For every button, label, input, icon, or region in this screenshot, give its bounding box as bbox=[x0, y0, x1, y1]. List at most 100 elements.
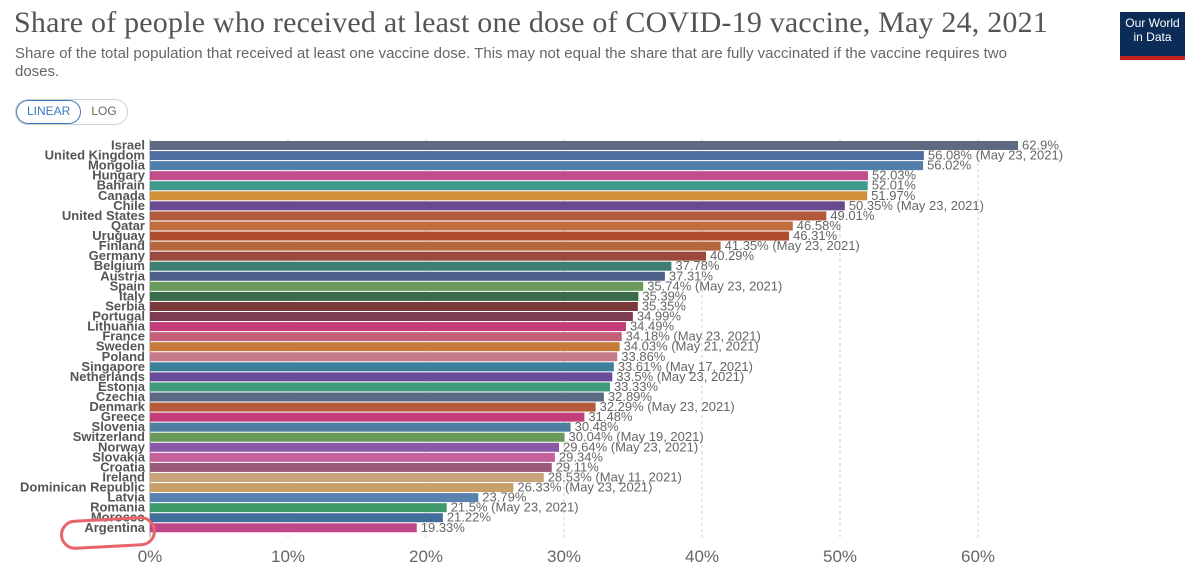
bar bbox=[150, 261, 672, 271]
country-label: Austria bbox=[100, 268, 146, 283]
bar bbox=[150, 503, 447, 513]
bar bbox=[150, 191, 868, 201]
country-label: Switzerland bbox=[73, 429, 145, 444]
bar bbox=[150, 352, 618, 362]
value-label: 30.04% (May 19, 2021) bbox=[569, 429, 704, 444]
bar bbox=[150, 291, 639, 301]
argentina-highlight-circle bbox=[59, 515, 157, 551]
value-label: 50.35% (May 23, 2021) bbox=[849, 198, 984, 213]
country-label: Germany bbox=[89, 248, 146, 263]
country-label: Poland bbox=[102, 349, 145, 364]
country-label: Uruguay bbox=[92, 228, 146, 243]
bar bbox=[150, 342, 620, 352]
value-label: 37.31% bbox=[669, 268, 714, 283]
country-label: Belgium bbox=[94, 258, 145, 273]
bar bbox=[150, 382, 610, 392]
bar bbox=[150, 422, 571, 432]
bar bbox=[150, 301, 638, 311]
log-scale-button[interactable]: LOG bbox=[91, 104, 117, 118]
country-label: Lithuania bbox=[87, 319, 146, 334]
owid-logo[interactable]: Our World in Data bbox=[1120, 12, 1185, 60]
country-label: Spain bbox=[110, 278, 145, 293]
value-label: 33.86% bbox=[621, 349, 666, 364]
bar bbox=[150, 442, 560, 452]
bar bbox=[150, 432, 565, 442]
value-label: 32.89% bbox=[608, 389, 653, 404]
bar bbox=[150, 322, 626, 332]
country-label: Sweden bbox=[96, 339, 145, 354]
bar bbox=[150, 462, 552, 472]
country-label: United States bbox=[62, 208, 145, 223]
country-label: Denmark bbox=[89, 399, 145, 414]
country-label: Chile bbox=[113, 198, 145, 213]
bar bbox=[150, 211, 827, 221]
country-label: Norway bbox=[98, 439, 146, 454]
bar bbox=[150, 493, 479, 503]
x-tick-label: 30% bbox=[547, 547, 581, 566]
country-label: Greece bbox=[101, 409, 145, 424]
country-label: Argentina bbox=[84, 520, 145, 535]
bar bbox=[150, 513, 443, 523]
bar bbox=[150, 372, 613, 382]
value-label: 35.74% (May 23, 2021) bbox=[647, 278, 782, 293]
bar bbox=[150, 523, 417, 533]
value-label: 31.48% bbox=[588, 409, 633, 424]
country-label: Israel bbox=[111, 138, 145, 153]
value-label: 51.97% bbox=[871, 188, 916, 203]
value-label: 46.58% bbox=[797, 218, 842, 233]
bar bbox=[150, 151, 924, 161]
country-label: Slovakia bbox=[92, 449, 146, 464]
bar bbox=[150, 472, 544, 482]
value-label: 37.78% bbox=[675, 258, 720, 273]
country-label: Estonia bbox=[98, 379, 146, 394]
x-tick-label: 0% bbox=[138, 547, 163, 566]
bar bbox=[150, 161, 924, 171]
value-label: 41.35% (May 23, 2021) bbox=[725, 238, 860, 253]
chart-subtitle: Share of the total population that recei… bbox=[15, 45, 1007, 80]
value-label: 52.03% bbox=[872, 168, 917, 183]
value-label: 35.35% bbox=[642, 298, 687, 313]
bar bbox=[150, 412, 585, 422]
value-label: 33.61% (May 17, 2021) bbox=[618, 359, 753, 374]
bar bbox=[150, 332, 622, 342]
chart-title: Share of people who received at least on… bbox=[14, 6, 1049, 39]
country-label: Finland bbox=[99, 238, 145, 253]
country-label: Latvia bbox=[107, 490, 145, 505]
x-tick-label: 50% bbox=[823, 547, 857, 566]
country-label: Romania bbox=[90, 500, 146, 515]
country-label: Singapore bbox=[81, 359, 145, 374]
value-label: 56.02% bbox=[927, 158, 972, 173]
value-label: 49.01% bbox=[830, 208, 875, 223]
bar bbox=[150, 171, 869, 181]
bar bbox=[150, 271, 665, 281]
country-label: Italy bbox=[119, 288, 146, 303]
value-label: 46.31% bbox=[793, 228, 838, 243]
country-label: Canada bbox=[98, 188, 146, 203]
value-label: 29.64% (May 23, 2021) bbox=[563, 439, 698, 454]
country-label: Czechia bbox=[96, 389, 146, 404]
value-label: 21.5% (May 23, 2021) bbox=[451, 500, 579, 515]
bar bbox=[150, 392, 604, 402]
country-label: France bbox=[102, 329, 145, 344]
logo-line-2: in Data bbox=[1133, 30, 1172, 44]
value-label: 29.11% bbox=[556, 459, 600, 474]
value-label: 34.03% (May 21, 2021) bbox=[624, 339, 759, 354]
value-label: 21.22% bbox=[447, 510, 492, 525]
bar bbox=[150, 402, 596, 412]
country-label: Netherlands bbox=[70, 369, 145, 384]
country-label: Bahrain bbox=[97, 178, 145, 193]
bar bbox=[150, 251, 707, 261]
value-label: 19.33% bbox=[421, 520, 466, 535]
country-label: Ireland bbox=[102, 469, 145, 484]
value-label: 62.9% bbox=[1022, 138, 1059, 153]
bar bbox=[150, 201, 845, 211]
country-label: Mongolia bbox=[88, 158, 146, 173]
value-label: 32.29% (May 23, 2021) bbox=[600, 399, 735, 414]
value-label: 26.33% (May 23, 2021) bbox=[517, 480, 652, 495]
bar bbox=[150, 231, 790, 241]
value-label: 40.29% bbox=[710, 248, 755, 263]
linear-scale-button[interactable]: LINEAR bbox=[16, 100, 82, 124]
value-label: 28.53% (May 11, 2021) bbox=[548, 469, 682, 484]
value-label: 56.08% (May 23, 2021) bbox=[928, 148, 1063, 163]
